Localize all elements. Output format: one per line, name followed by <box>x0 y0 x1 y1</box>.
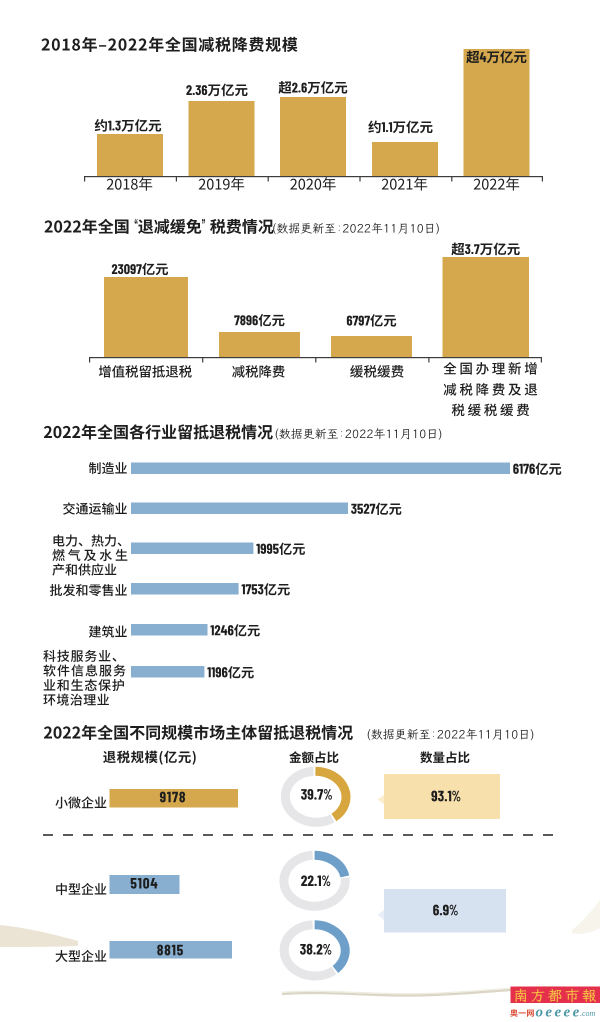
svg-text:oeeee: oeeee <box>536 1005 582 1021</box>
svg-text:.com: .com <box>580 1009 596 1018</box>
